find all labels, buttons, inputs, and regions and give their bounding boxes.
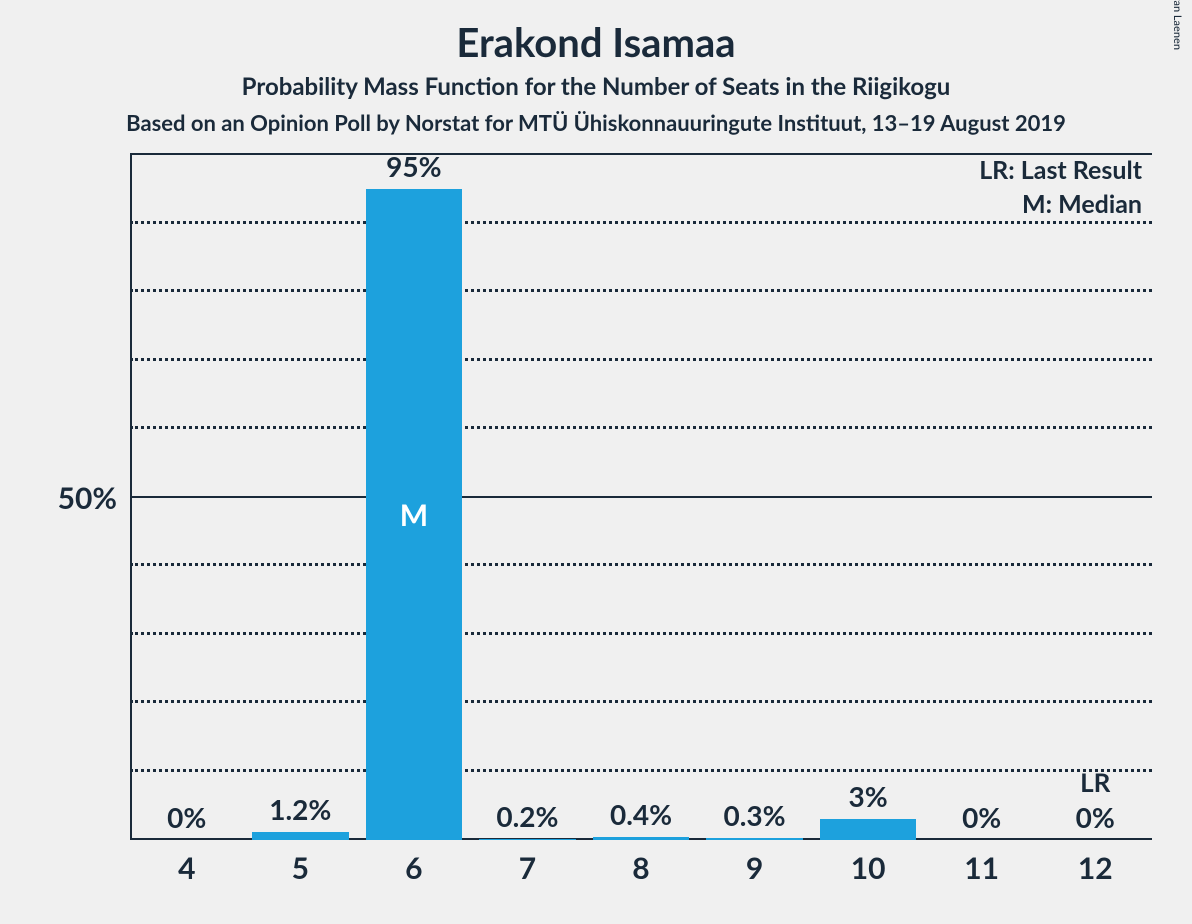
chart-source: Based on an Opinion Poll by Norstat for … [0,101,1192,136]
x-axis-tick-label: 11 [964,850,999,886]
gridline [130,769,1152,772]
bar-value-label: 0% [167,800,206,834]
gridline [130,632,1152,635]
median-marker: M [400,497,428,533]
bar-value-label: 95% [386,149,441,183]
bar [252,832,349,840]
bar [593,837,690,840]
bar [820,819,917,840]
gridline [130,496,1152,498]
x-axis-tick-label: 7 [519,850,536,886]
x-axis-tick-label: 10 [851,850,886,886]
x-axis-tick-label: 5 [292,850,309,886]
bar-value-label: 0.3% [724,798,786,832]
bar: M [366,189,463,840]
bar [706,838,803,840]
gridline [130,426,1152,429]
bar-value-label: 1.2% [269,792,331,826]
gridline [130,700,1152,703]
last-result-marker: LR [1080,766,1110,798]
bar-value-label: 0.4% [610,797,672,831]
legend-m: M: Median [1022,189,1142,219]
legend-lr: LR: Last Result [979,155,1142,185]
gridline [130,358,1152,361]
x-axis-tick-label: 6 [405,850,422,886]
y-axis-label: 50% [58,480,117,516]
bar-value-label: 3% [849,779,888,813]
x-axis-tick-label: 12 [1078,850,1113,886]
bar [479,839,576,840]
chart-title: Erakond Isamaa [0,0,1192,66]
bar-value-label: 0% [962,800,1001,834]
gridline [130,289,1152,292]
gridline [130,563,1152,566]
bar-value-label: 0.2% [496,799,558,833]
x-axis-tick-label: 9 [746,850,763,886]
chart-subtitle: Probability Mass Function for the Number… [0,66,1192,101]
chart-plot-area: 50% 0%1.2%M95%0.2%0.4%0.3%3%0%0%LR LR: L… [130,155,1152,840]
x-axis-tick-label: 8 [632,850,649,886]
x-axis-tick-label: 4 [178,850,195,886]
bar-value-label: 0% [1076,800,1115,834]
gridline [130,221,1152,224]
y-axis [130,155,132,840]
copyright-text: © 2020 Filip van Laenen [1171,0,1184,50]
